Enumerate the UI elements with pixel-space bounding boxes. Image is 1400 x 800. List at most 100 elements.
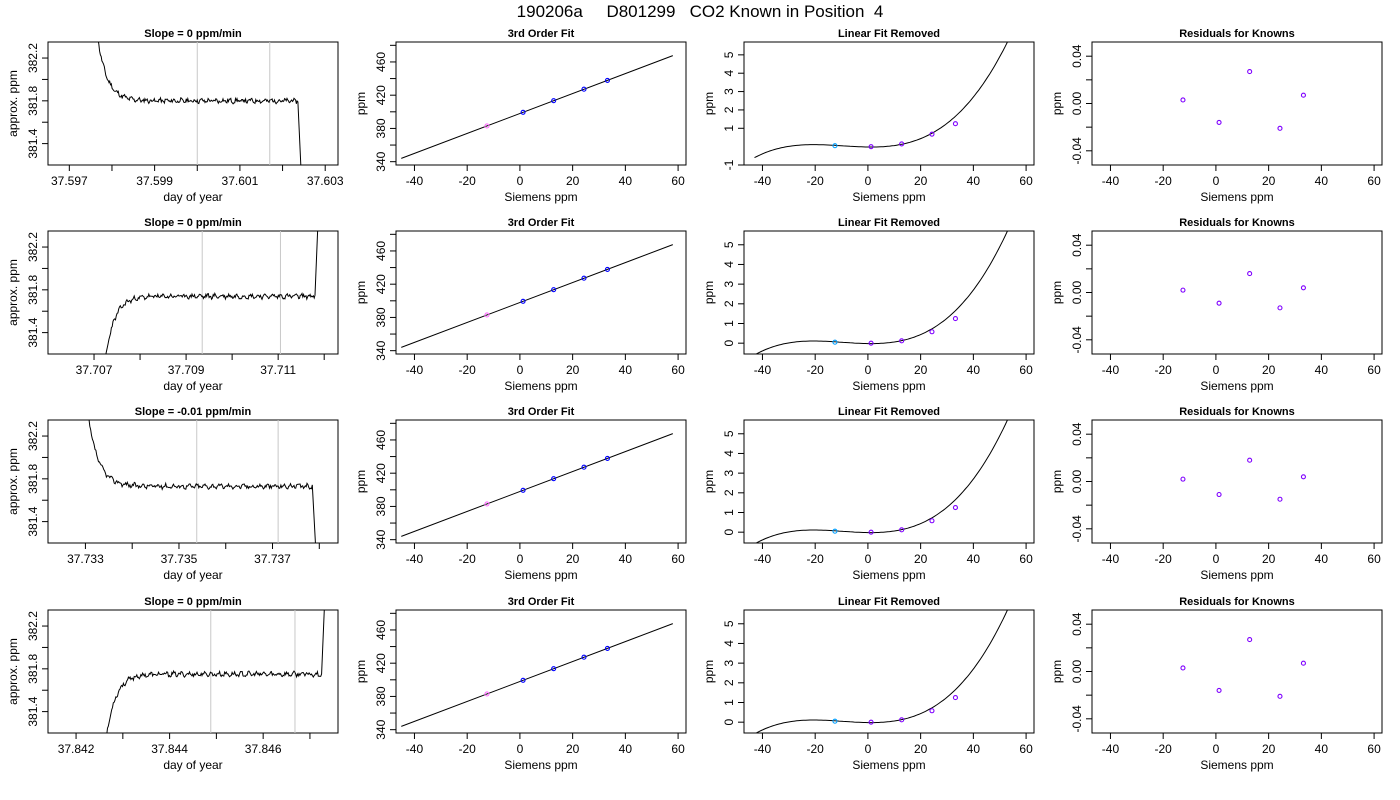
concentration-trace xyxy=(97,42,302,165)
x-tick-label: -20 xyxy=(459,174,477,188)
y-tick-label: 0 xyxy=(722,529,736,536)
panel-title: Linear Fit Removed xyxy=(838,596,940,608)
y-axis-label: approx. ppm xyxy=(6,448,20,515)
x-tick-label: 40 xyxy=(1315,742,1329,756)
fit-curve xyxy=(755,231,1009,354)
x-tick-label: 60 xyxy=(1019,174,1033,188)
data-point xyxy=(929,708,935,714)
x-tick-label: 40 xyxy=(1315,174,1329,188)
x-tick-label: 60 xyxy=(1019,363,1033,377)
plot-frame xyxy=(1091,230,1383,355)
data-point xyxy=(1180,476,1186,482)
data-point xyxy=(484,123,490,129)
y-tick-label: 0.00 xyxy=(1070,280,1084,304)
x-tick-label: -40 xyxy=(754,174,772,188)
y-tick-label: 382.2 xyxy=(26,421,40,451)
panel-title: Residuals for Knowns xyxy=(1179,217,1295,229)
y-tick-label: 4 xyxy=(722,261,736,268)
x-tick-label: 37.737 xyxy=(254,552,291,566)
panel-title: 3rd Order Fit xyxy=(508,406,575,418)
x-tick-label: 60 xyxy=(1019,552,1033,566)
x-axis-label: Siemens ppm xyxy=(852,379,925,393)
x-axis-label: Siemens ppm xyxy=(504,758,577,772)
fit-curve xyxy=(755,420,1009,543)
x-tick-label: -20 xyxy=(1155,742,1173,756)
x-tick-label: 40 xyxy=(619,174,633,188)
y-axis-label: ppm xyxy=(1050,281,1064,304)
x-tick-label: -20 xyxy=(1155,552,1173,566)
data-point xyxy=(1277,305,1283,311)
panel-title: 3rd Order Fit xyxy=(508,596,575,608)
panel-title: Residuals for Knowns xyxy=(1179,28,1295,40)
plot-frame xyxy=(47,41,339,166)
data-point xyxy=(484,691,490,697)
plot-frame xyxy=(47,609,339,734)
x-tick-label: 40 xyxy=(619,363,633,377)
x-tick-label: 40 xyxy=(619,742,633,756)
x-tick-label: 37.597 xyxy=(51,174,88,188)
y-tick-label: 381.4 xyxy=(26,317,40,347)
y-axis-label: ppm xyxy=(1050,92,1064,115)
x-axis-label: Siemens ppm xyxy=(852,568,925,582)
x-tick-label: -40 xyxy=(754,742,772,756)
x-tick-label: 0 xyxy=(517,174,524,188)
panel-1-0: Slope = 0 ppm/min 37.707 37.709 37.711 day o… xyxy=(6,217,339,393)
concentration-trace xyxy=(105,231,319,354)
y-tick-label: 380 xyxy=(374,118,388,138)
panel-title: Slope = 0 ppm/min xyxy=(144,217,242,229)
y-axis-label: ppm xyxy=(354,92,368,115)
y-axis-label: ppm xyxy=(1050,470,1064,493)
data-point xyxy=(1277,125,1283,131)
data-point xyxy=(581,275,587,281)
data-point xyxy=(832,143,838,149)
y-tick-label: 340 xyxy=(374,151,388,171)
x-tick-label: -20 xyxy=(1155,363,1173,377)
plot-frame xyxy=(47,230,339,355)
data-point xyxy=(581,86,587,92)
data-point xyxy=(581,464,587,470)
data-point xyxy=(1216,687,1222,693)
y-tick-label: -0.04 xyxy=(1070,705,1084,733)
y-tick-label: 3 xyxy=(722,280,736,287)
panel-title: Slope = 0 ppm/min xyxy=(144,28,242,40)
x-tick-label: 60 xyxy=(1367,552,1381,566)
data-point xyxy=(1216,300,1222,306)
x-tick-label: -20 xyxy=(459,552,477,566)
data-point xyxy=(952,121,958,127)
y-tick-label: 3 xyxy=(722,88,736,95)
data-point xyxy=(952,695,958,701)
x-tick-label: 37.733 xyxy=(67,552,104,566)
panel-2-1: 3rd Order Fit -40 -20 0 20 40 60 Siemens ppm 340… xyxy=(354,406,687,582)
data-point xyxy=(899,141,905,147)
x-tick-label: 0 xyxy=(865,742,872,756)
x-tick-label: 60 xyxy=(671,742,685,756)
y-tick-label: 0.04 xyxy=(1070,422,1084,446)
data-point xyxy=(484,312,490,318)
x-tick-label: 37.599 xyxy=(136,174,173,188)
x-tick-label: -20 xyxy=(807,552,825,566)
data-point xyxy=(1277,496,1283,502)
x-tick-label: 20 xyxy=(566,174,580,188)
plot-frame xyxy=(395,41,687,166)
panel-title: Slope = 0 ppm/min xyxy=(144,596,242,608)
data-point xyxy=(832,718,838,724)
y-tick-label: 460 xyxy=(374,241,388,261)
x-tick-label: -40 xyxy=(406,552,424,566)
data-point xyxy=(604,77,610,83)
y-tick-label: 4 xyxy=(722,70,736,77)
y-tick-label: 0.04 xyxy=(1070,233,1084,257)
fit-line xyxy=(401,433,673,537)
y-tick-label: 2 xyxy=(722,300,736,307)
x-axis-label: day of year xyxy=(163,190,222,204)
x-tick-label: 40 xyxy=(1315,552,1329,566)
y-tick-label: 382.2 xyxy=(26,43,40,73)
x-tick-label: 40 xyxy=(1315,363,1329,377)
data-point xyxy=(899,717,905,723)
data-point xyxy=(484,501,490,507)
x-tick-label: 40 xyxy=(967,174,981,188)
x-tick-label: 37.842 xyxy=(58,742,95,756)
data-point xyxy=(1180,665,1186,671)
panel-0-0: Slope = 0 ppm/min 37.597 37.599 37.601 37.60… xyxy=(6,28,344,204)
y-tick-label: 1 xyxy=(722,125,736,132)
